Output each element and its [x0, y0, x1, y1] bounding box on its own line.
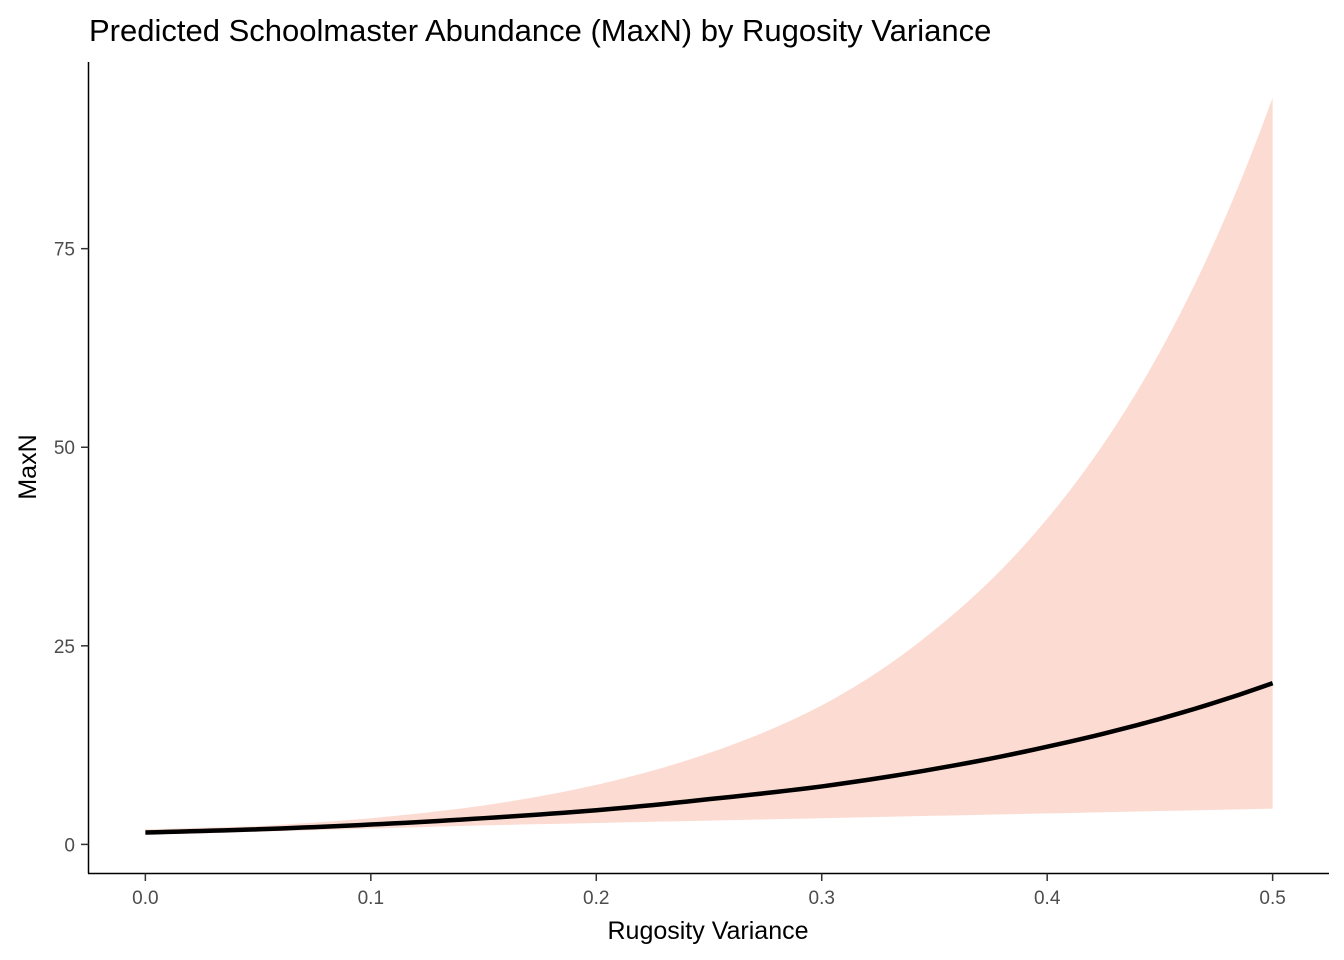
fitted-line: [145, 681, 1274, 835]
x-tick-label: 0.0: [132, 888, 158, 909]
y-axis-ticks: 0 25 50 75: [54, 240, 89, 856]
plot-area: [145, 97, 1274, 835]
y-tick-label: 0: [64, 835, 75, 856]
confidence-ribbon: [145, 97, 1273, 835]
x-tick-label: 0.1: [358, 888, 384, 909]
x-tick-label: 0.2: [583, 888, 609, 909]
x-axis-ticks: 0.0 0.1 0.2 0.3 0.4 0.5: [132, 873, 1286, 909]
x-tick-label: 0.5: [1259, 888, 1285, 909]
y-tick-label: 50: [54, 438, 75, 459]
x-axis-title: Rugosity Variance: [607, 917, 808, 945]
y-tick-label: 25: [54, 637, 75, 658]
chart-title: Predicted Schoolmaster Abundance (MaxN) …: [89, 13, 991, 48]
y-tick-label: 75: [54, 240, 75, 261]
x-tick-label: 0.4: [1034, 888, 1061, 909]
x-tick-label: 0.3: [809, 888, 835, 909]
y-axis-title: MaxN: [14, 434, 42, 499]
